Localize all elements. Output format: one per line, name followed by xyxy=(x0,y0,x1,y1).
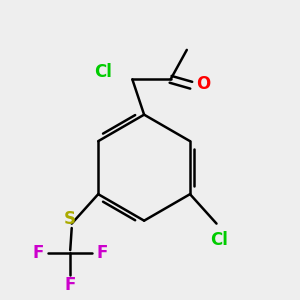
Text: Cl: Cl xyxy=(94,63,112,81)
Text: Cl: Cl xyxy=(211,231,228,249)
Text: F: F xyxy=(32,244,44,262)
Text: O: O xyxy=(196,75,210,93)
Text: F: F xyxy=(64,276,76,294)
Text: F: F xyxy=(97,244,108,262)
Text: S: S xyxy=(64,210,76,228)
